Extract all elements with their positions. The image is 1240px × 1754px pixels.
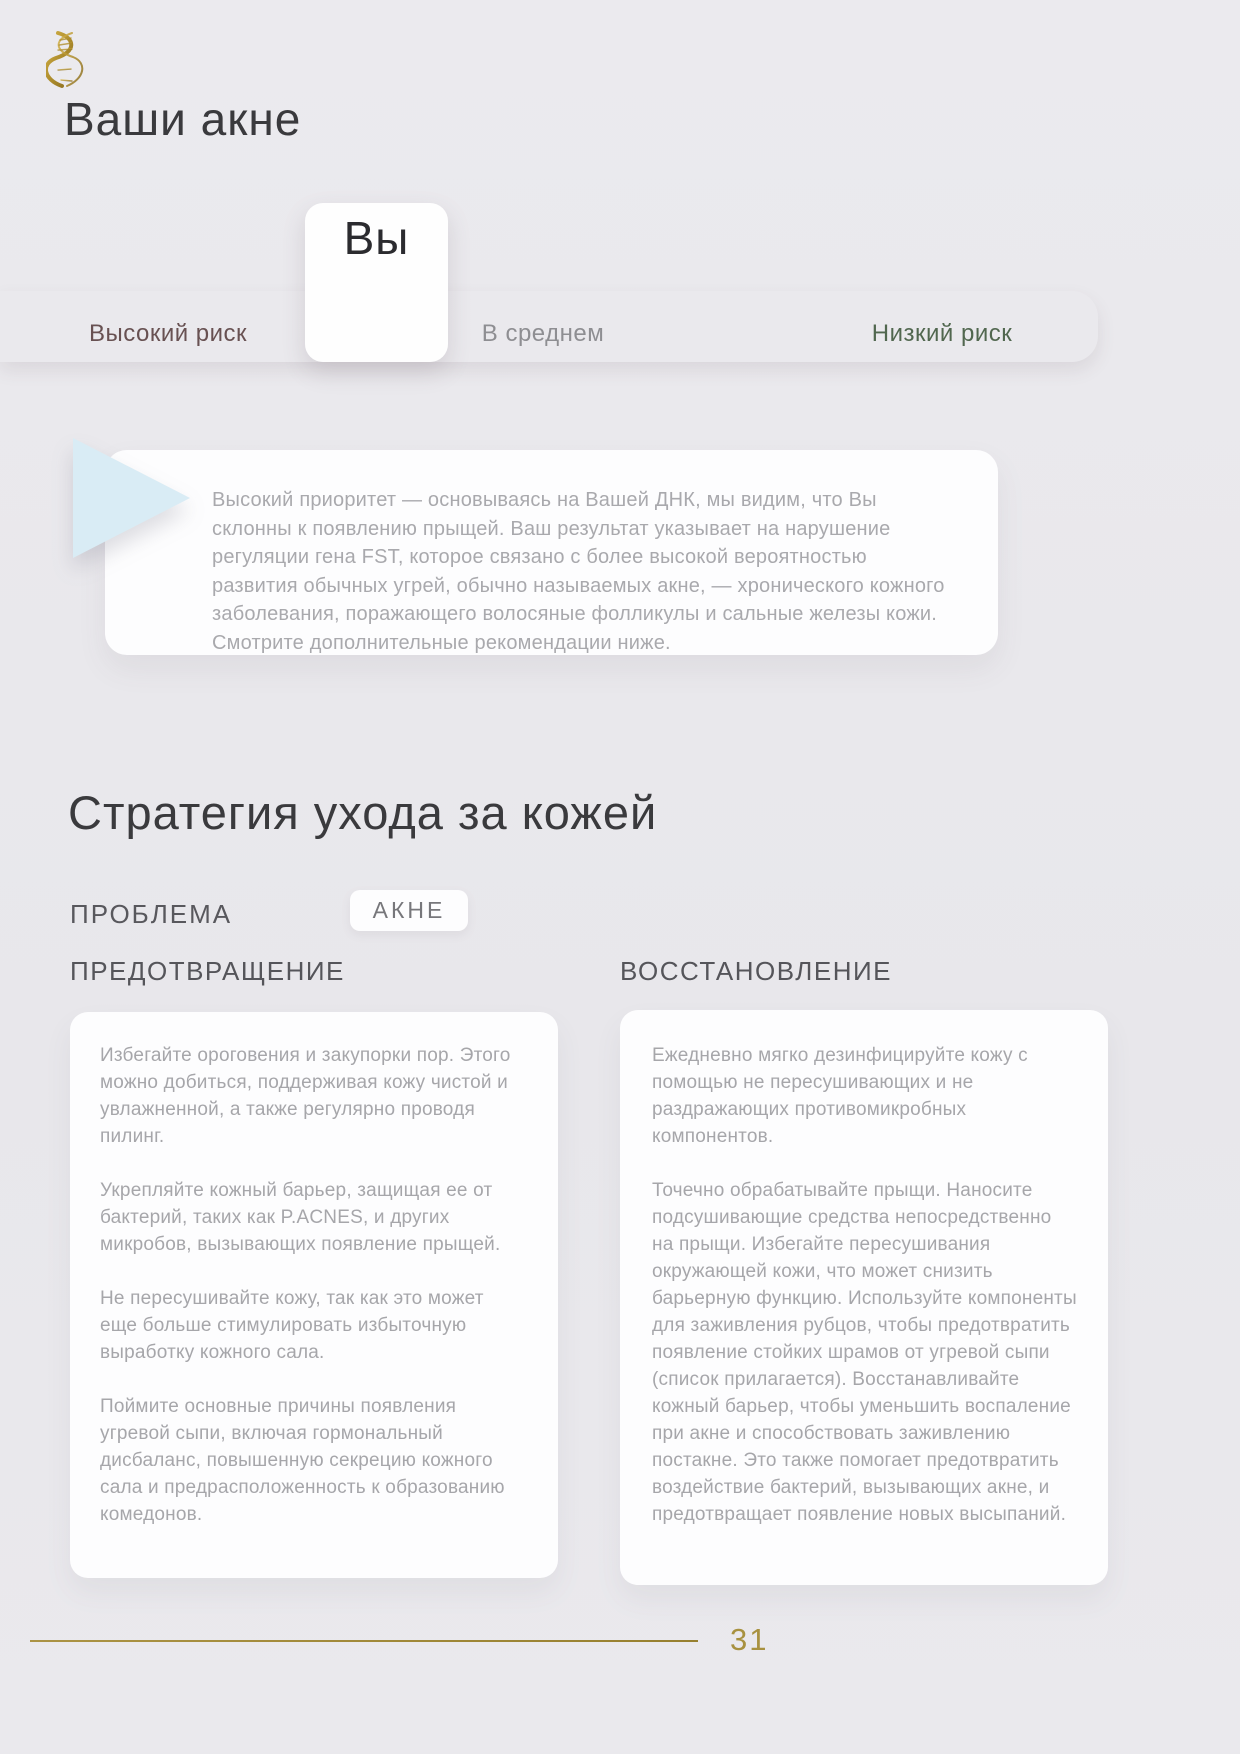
risk-label-low: Низкий риск [871,320,1013,347]
prevention-paragraph: Укрепляйте кожный барьер, защищая ее от … [100,1180,501,1255]
section-title-skincare-strategy: Стратегия ухода за кожей [68,786,658,839]
dna-logo-icon [44,30,84,90]
risk-marker-label: Вы [343,212,410,264]
problem-label: ПРОБЛЕМА [70,899,233,929]
page-number: 31 [730,1622,769,1657]
risk-marker-you: Вы [305,203,448,362]
recovery-paragraph: Точечно обрабатывайте прыщи. Наносите по… [652,1180,1077,1525]
column-header-prevention: ПРЕДОТВРАЩЕНИЕ [70,956,345,986]
page-title: Ваши акне [64,93,302,145]
prevention-paragraph: Не пересушивайте кожу, так как это может… [100,1288,484,1363]
prevention-card: Избегайте ороговения и закупорки пор. Эт… [70,1012,558,1578]
priority-callout-text: Высокий приоритет — основываясь на Вашей… [212,489,945,654]
prevention-paragraph: Избегайте ороговения и закупорки пор. Эт… [100,1045,511,1147]
recovery-card: Ежедневно мягко дезинфицируйте кожу с по… [620,1010,1108,1585]
prevention-paragraph: Поймите основные причины появления угрев… [100,1396,505,1525]
column-header-recovery: ВОССТАНОВЛЕНИЕ [620,956,893,986]
problem-value-label: АКНЕ [372,897,446,923]
risk-label-medium: В среднем [481,320,605,347]
priority-callout-card: Высокий приоритет — основываясь на Вашей… [105,450,998,655]
footer-divider-line [30,1640,698,1642]
callout-triangle-icon [73,438,190,558]
recovery-paragraph: Ежедневно мягко дезинфицируйте кожу с по… [652,1045,1028,1147]
problem-value-badge: АКНЕ [350,890,468,931]
risk-label-high: Высокий риск [88,320,248,347]
